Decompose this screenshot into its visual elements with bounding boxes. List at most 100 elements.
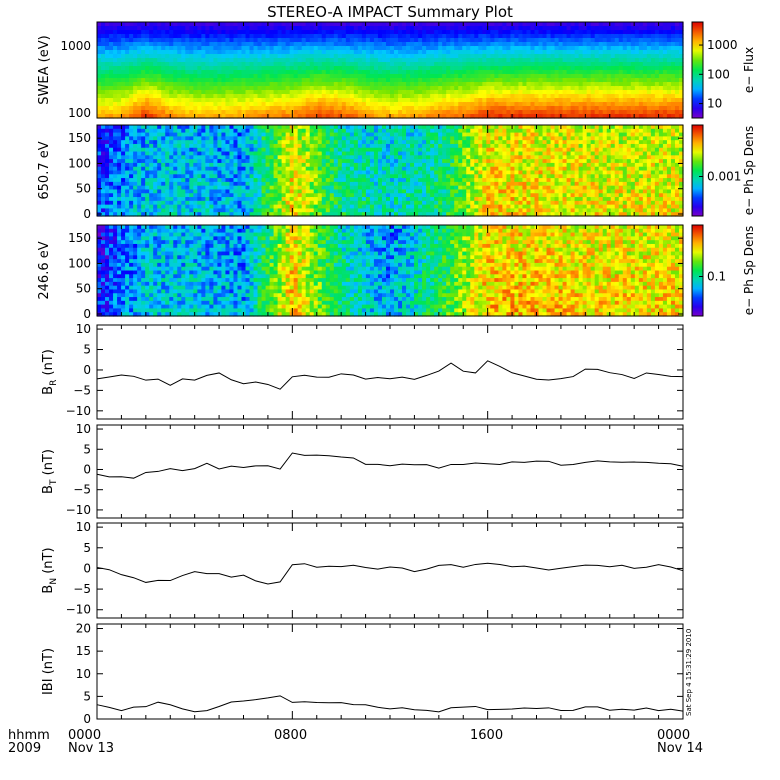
heatmap-cell xyxy=(566,66,572,71)
heatmap-cell xyxy=(281,208,287,213)
heatmap-cell xyxy=(369,54,375,59)
heatmap-cell xyxy=(237,74,243,79)
heatmap-cell xyxy=(261,162,267,168)
heatmap-cell xyxy=(614,110,620,115)
heatmap-cell xyxy=(542,70,548,75)
heatmap-cell xyxy=(538,78,544,83)
heatmap-cell xyxy=(666,102,672,107)
heatmap-cell xyxy=(217,166,223,172)
heatmap-cell xyxy=(574,50,580,55)
heatmap-cell xyxy=(261,54,267,59)
heatmap-cell xyxy=(217,46,223,51)
heatmap-cell xyxy=(470,26,475,31)
heatmap-cell xyxy=(618,74,624,79)
heatmap-cell xyxy=(145,34,150,39)
heatmap-cell xyxy=(674,82,680,87)
heatmap-cell xyxy=(205,140,210,145)
heatmap-cell xyxy=(149,78,154,83)
heatmap-cell xyxy=(181,125,186,130)
heatmap-cell xyxy=(229,197,235,202)
heatmap-cell xyxy=(674,70,680,75)
heatmap-cell xyxy=(502,98,507,103)
heatmap-cell xyxy=(273,208,279,213)
heatmap-cell xyxy=(197,22,202,27)
heatmap-cell xyxy=(325,58,331,63)
heatmap-cell xyxy=(586,74,592,79)
heatmap-cell xyxy=(377,86,383,91)
heatmap-cell xyxy=(281,200,287,206)
heatmap-cell xyxy=(510,90,516,95)
heatmap-cell xyxy=(458,86,463,91)
heatmap-cell xyxy=(277,42,283,47)
heatmap-cell xyxy=(117,181,122,187)
heatmap-cell xyxy=(678,54,684,59)
heatmap-cell xyxy=(650,114,656,119)
heatmap-cell xyxy=(317,155,323,160)
heatmap-cell xyxy=(426,114,431,119)
heatmap-cell xyxy=(289,62,295,67)
heatmap-cell xyxy=(197,78,202,83)
heatmap-cell xyxy=(349,54,355,59)
heatmap-cell xyxy=(574,46,580,51)
heatmap-cell xyxy=(297,34,303,39)
heatmap-cell xyxy=(550,42,556,47)
heatmap-cell xyxy=(390,94,395,99)
heatmap-cell xyxy=(293,78,299,83)
heatmap-cell xyxy=(189,82,194,87)
heatmap-cell xyxy=(281,125,287,130)
heatmap-cell xyxy=(181,70,186,75)
heatmap-cell xyxy=(654,46,660,51)
heatmap-cell xyxy=(169,189,174,194)
heatmap-cell xyxy=(666,74,672,79)
heatmap-cell xyxy=(145,110,150,115)
heatmap-cell xyxy=(277,78,283,83)
heatmap-cell xyxy=(221,86,227,91)
heatmap-cell xyxy=(145,66,150,71)
heatmap-cell xyxy=(606,70,612,75)
heatmap-cell xyxy=(205,159,210,164)
heatmap-cell xyxy=(249,208,255,213)
heatmap-cell xyxy=(273,162,279,168)
heatmap-cell xyxy=(301,128,307,134)
heatmap-cell xyxy=(610,30,616,35)
heatmap-cell xyxy=(574,58,580,63)
heatmap-cell xyxy=(462,74,467,79)
heatmap-cell xyxy=(185,136,190,141)
heatmap-cell xyxy=(261,114,267,119)
heatmap-cell xyxy=(518,58,524,63)
heatmap-cell xyxy=(654,70,660,75)
heatmap-cell xyxy=(650,70,656,75)
heatmap-cell xyxy=(189,34,194,39)
heatmap-cell xyxy=(257,98,263,103)
heatmap-cell xyxy=(225,125,231,130)
heatmap-cell xyxy=(261,102,267,107)
heatmap-cell xyxy=(321,143,327,149)
heatmap-cell xyxy=(105,162,110,168)
heatmap-cell xyxy=(161,147,166,153)
heatmap-cell xyxy=(277,140,283,145)
heatmap-cell xyxy=(514,94,520,99)
heatmap-cell xyxy=(225,143,231,149)
heatmap-cell xyxy=(197,128,202,134)
heatmap-cell xyxy=(133,166,138,172)
heatmap-cell xyxy=(526,94,532,99)
heatmap-cell xyxy=(297,128,303,134)
heatmap-cell xyxy=(398,42,403,47)
heatmap-cell xyxy=(161,174,166,179)
heatmap-cell xyxy=(454,98,459,103)
heatmap-cell xyxy=(133,114,138,119)
heatmap-cell xyxy=(261,212,267,217)
heatmap-cell xyxy=(257,151,263,156)
heatmap-cell xyxy=(550,114,556,119)
heatmap-cell xyxy=(221,102,227,107)
heatmap-cell xyxy=(181,58,186,63)
heatmap-cell xyxy=(213,155,219,160)
heatmap-cell xyxy=(426,42,431,47)
heatmap-cell xyxy=(217,132,223,137)
heatmap-cell xyxy=(233,50,239,55)
heatmap-cell xyxy=(237,174,243,179)
heatmap-cell xyxy=(466,38,471,43)
heatmap-cell xyxy=(265,200,271,206)
heatmap-cell xyxy=(317,78,323,83)
